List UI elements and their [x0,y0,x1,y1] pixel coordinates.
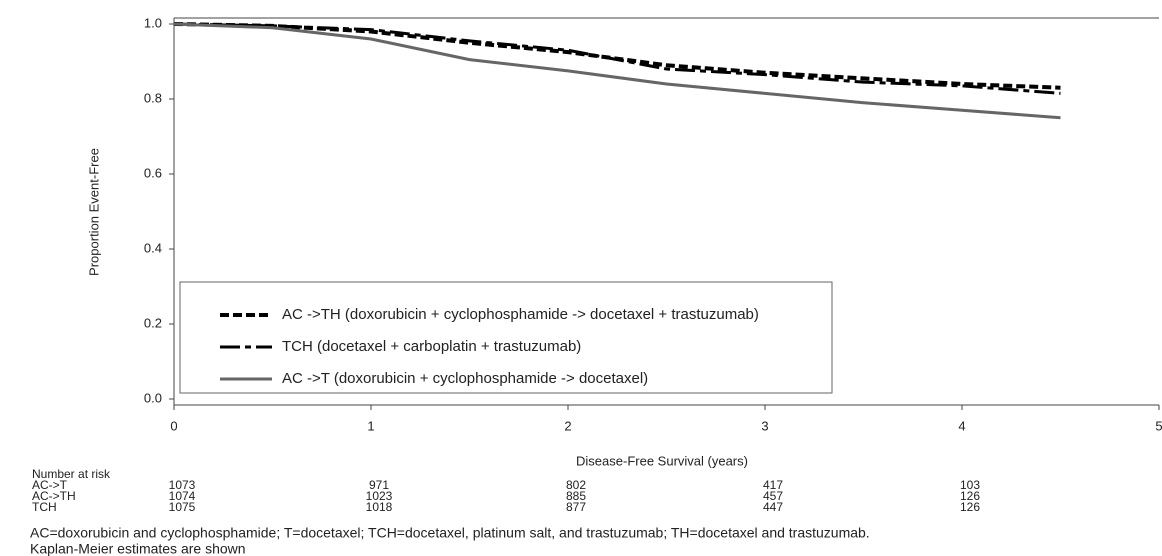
series-line [173,22,1061,120]
series-line [173,22,1061,95]
risk-value: 802 [566,478,586,492]
y-tick-label: 0.6 [144,165,162,180]
risk-value: 126 [960,489,980,503]
risk-value: 126 [960,500,980,514]
risk-value: 971 [369,478,389,492]
footnote: AC=doxorubicin and cyclophosphamide; T=d… [30,525,870,541]
y-tick-label: 0.2 [144,315,162,330]
risk-value: 1074 [169,489,196,503]
x-tick-label: 2 [564,418,571,433]
legend-label: TCH (docetaxel + carboplatin + trastuzum… [282,338,581,355]
y-tick-label: 0.8 [144,90,162,105]
y-tick-label: 0.0 [144,390,162,405]
x-axis-label: Disease-Free Survival (years) [576,453,748,468]
risk-value: 1075 [169,500,196,514]
risk-value: 103 [960,478,980,492]
y-axis-label: Proportion Event-Free [86,148,101,276]
legend-label: AC ->TH (doxorubicin + cyclophosphamide … [282,306,759,323]
x-tick-label: 0 [170,418,177,433]
risk-row-name: TCH [32,500,57,514]
risk-value: 877 [566,500,586,514]
risk-value: 1073 [169,478,196,492]
risk-row-name: AC->TH [32,489,76,503]
y-tick-label: 0.4 [144,240,162,255]
x-tick-label: 1 [367,418,374,433]
legend-box [179,281,833,394]
y-tick-label: 1.0 [144,15,162,30]
risk-value: 1023 [366,489,393,503]
risk-value: 885 [566,489,586,503]
legend-label: AC ->T (doxorubicin + cyclophosphamide -… [282,370,648,387]
x-tick-label: 5 [1155,418,1162,433]
risk-value: 1018 [366,500,393,514]
risk-value: 417 [763,478,783,492]
x-tick-label: 4 [958,418,965,433]
risk-row-name: AC->T [32,478,68,492]
risk-title: Number at risk [32,467,111,481]
risk-value: 447 [763,500,783,514]
footnote: Kaplan-Meier estimates are shown [30,541,246,556]
x-tick-label: 3 [761,418,768,433]
risk-value: 457 [763,489,783,503]
